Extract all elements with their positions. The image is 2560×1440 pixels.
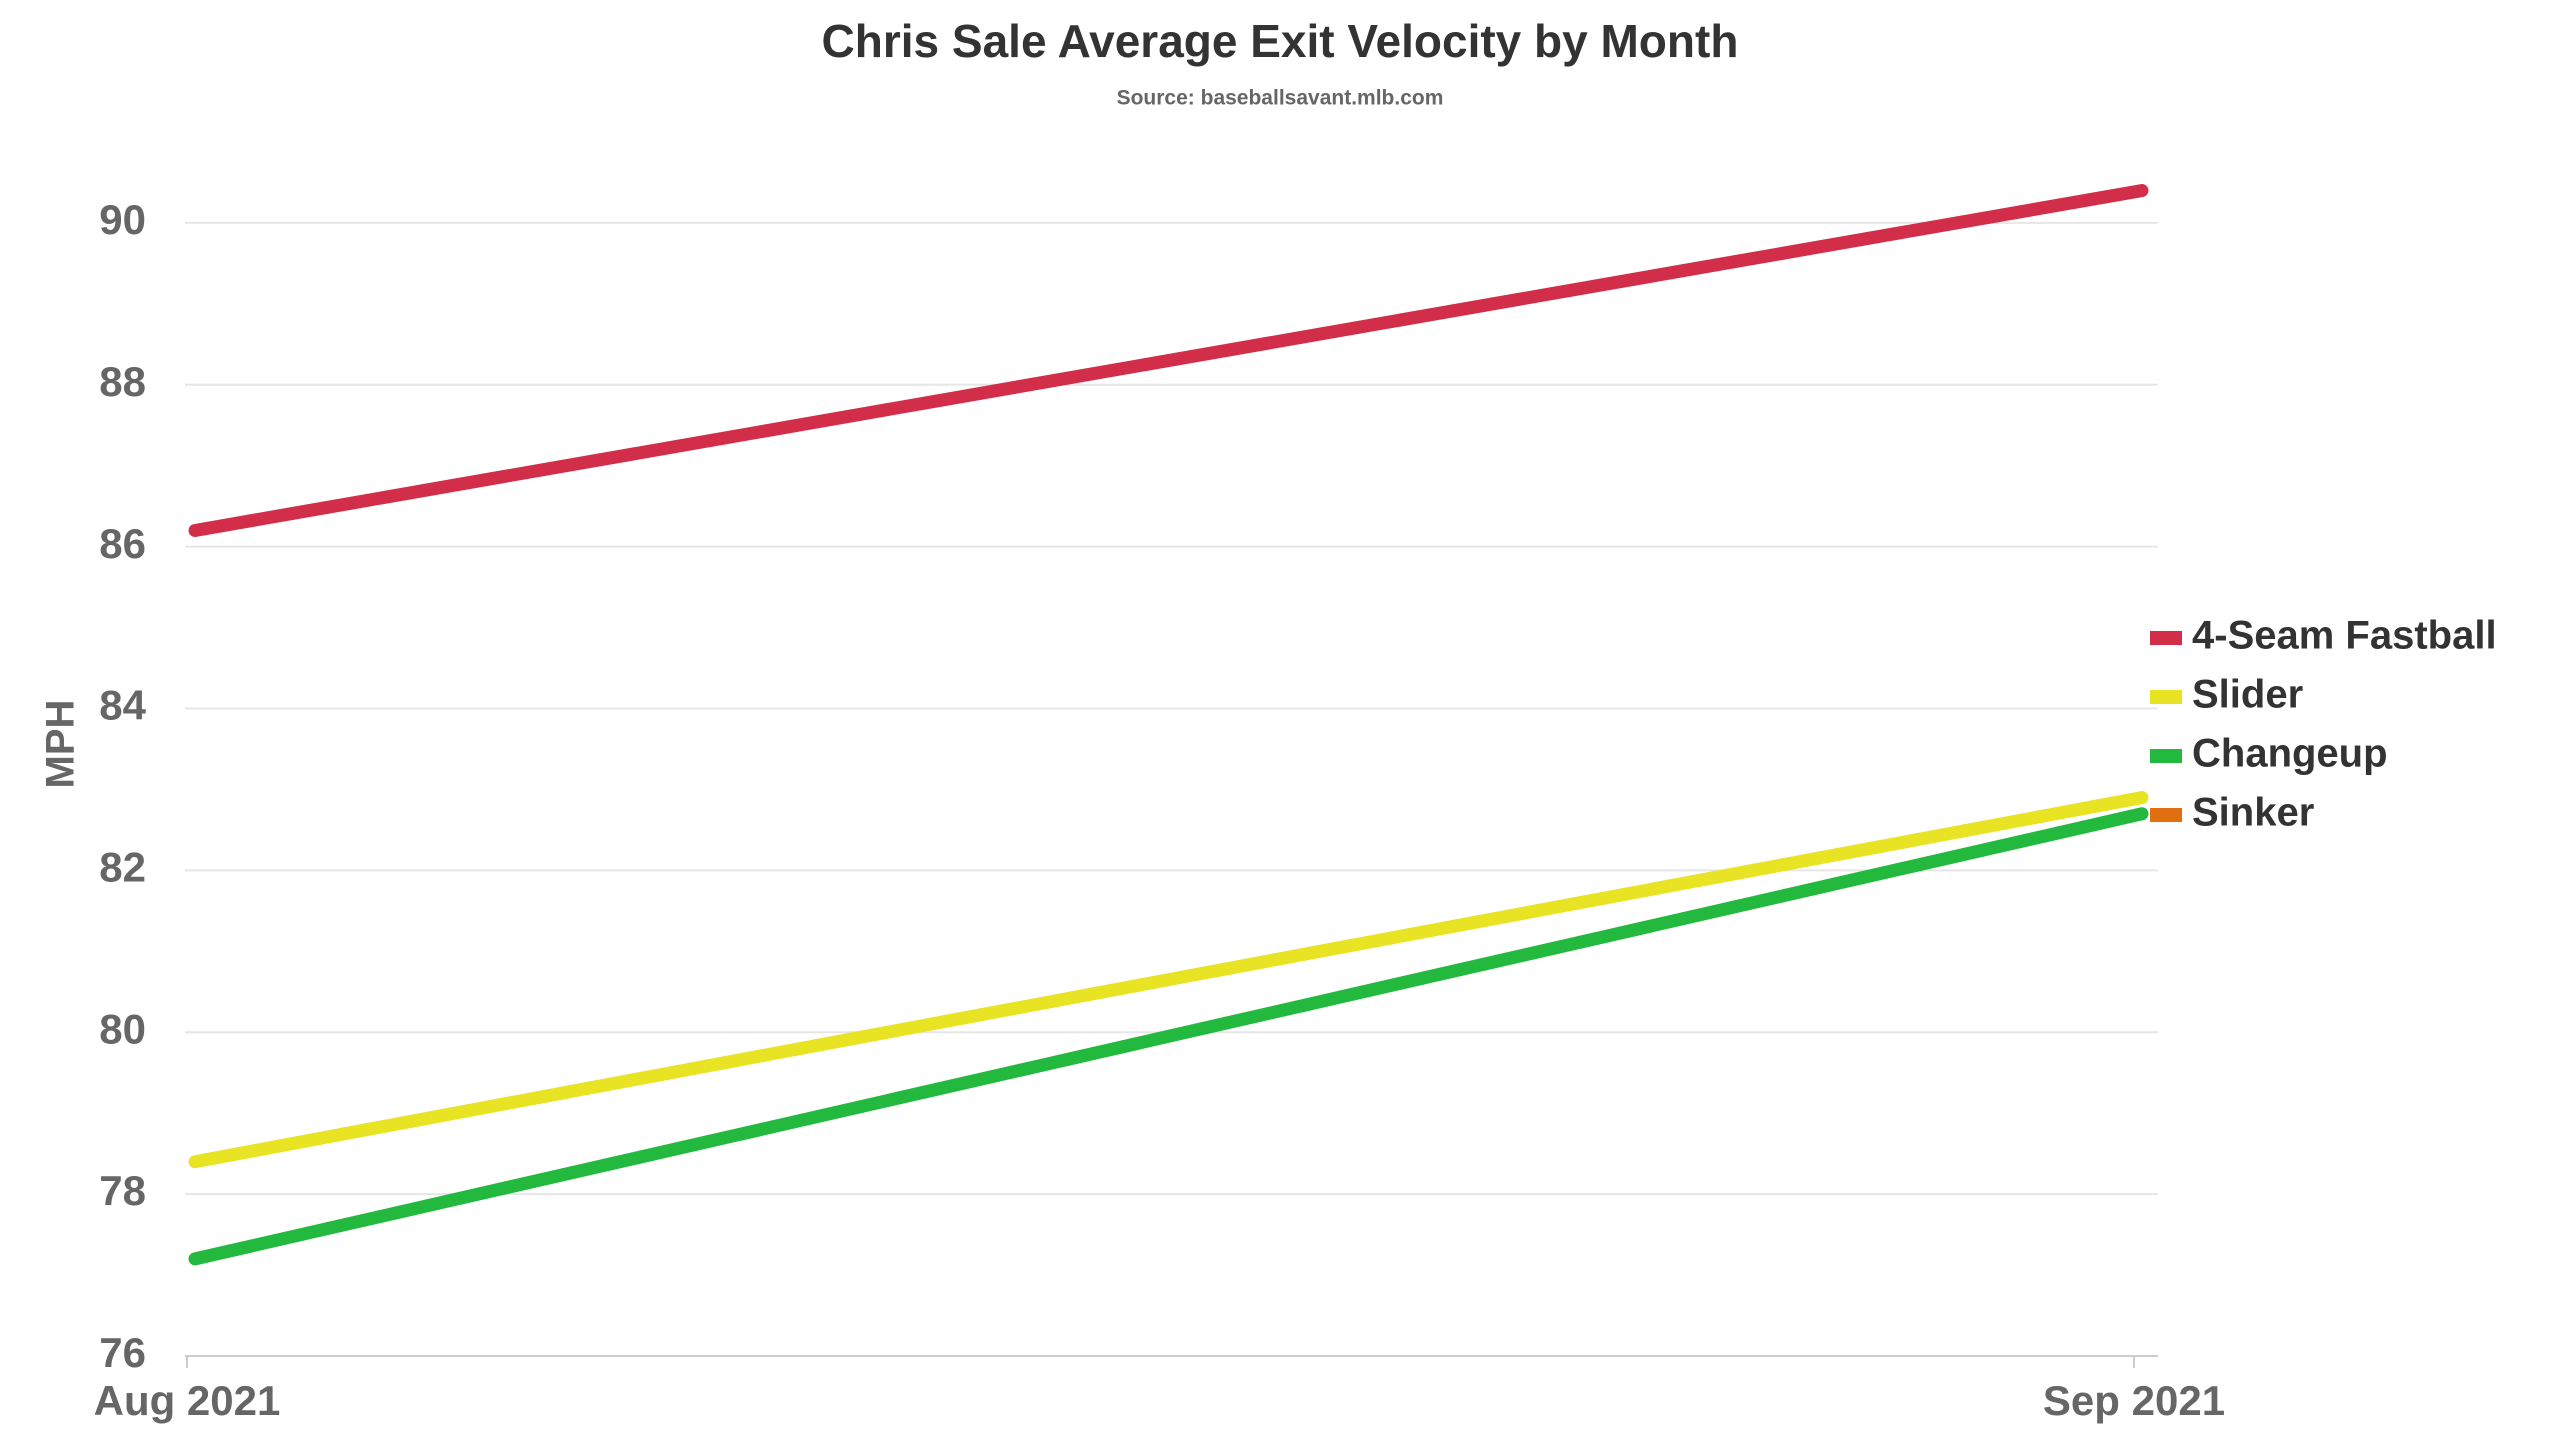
y-tick-label: 84 <box>99 682 146 729</box>
legend-swatch <box>2150 690 2182 704</box>
y-axis-label: MPH <box>39 700 83 789</box>
y-tick-label: 90 <box>99 196 146 243</box>
chart-subtitle: Source: baseballsavant.mlb.com <box>1117 87 1444 110</box>
y-tick-label: 78 <box>99 1167 146 1214</box>
y-tick-label: 76 <box>99 1329 146 1376</box>
legend-swatch <box>2150 808 2182 822</box>
legend-label: Sinker <box>2192 791 2314 835</box>
series-line <box>188 791 2149 1169</box>
chart-title: Chris Sale Average Exit Velocity by Mont… <box>822 15 1739 67</box>
legend-label: Changeup <box>2192 732 2388 776</box>
series-line <box>188 184 2149 537</box>
legend-swatch <box>2150 631 2182 645</box>
y-tick-label: 82 <box>99 843 146 890</box>
series-line <box>188 807 2149 1266</box>
legend-swatch <box>2150 749 2182 763</box>
y-tick-label: 88 <box>99 358 146 405</box>
legend-label: 4-Seam Fastball <box>2192 614 2497 658</box>
y-tick-label: 86 <box>99 520 146 567</box>
x-tick-label: Sep 2021 <box>2043 1377 2225 1424</box>
y-tick-label: 80 <box>99 1005 146 1052</box>
legend-label: Slider <box>2192 673 2303 717</box>
x-tick-label: Aug 2021 <box>94 1377 281 1424</box>
